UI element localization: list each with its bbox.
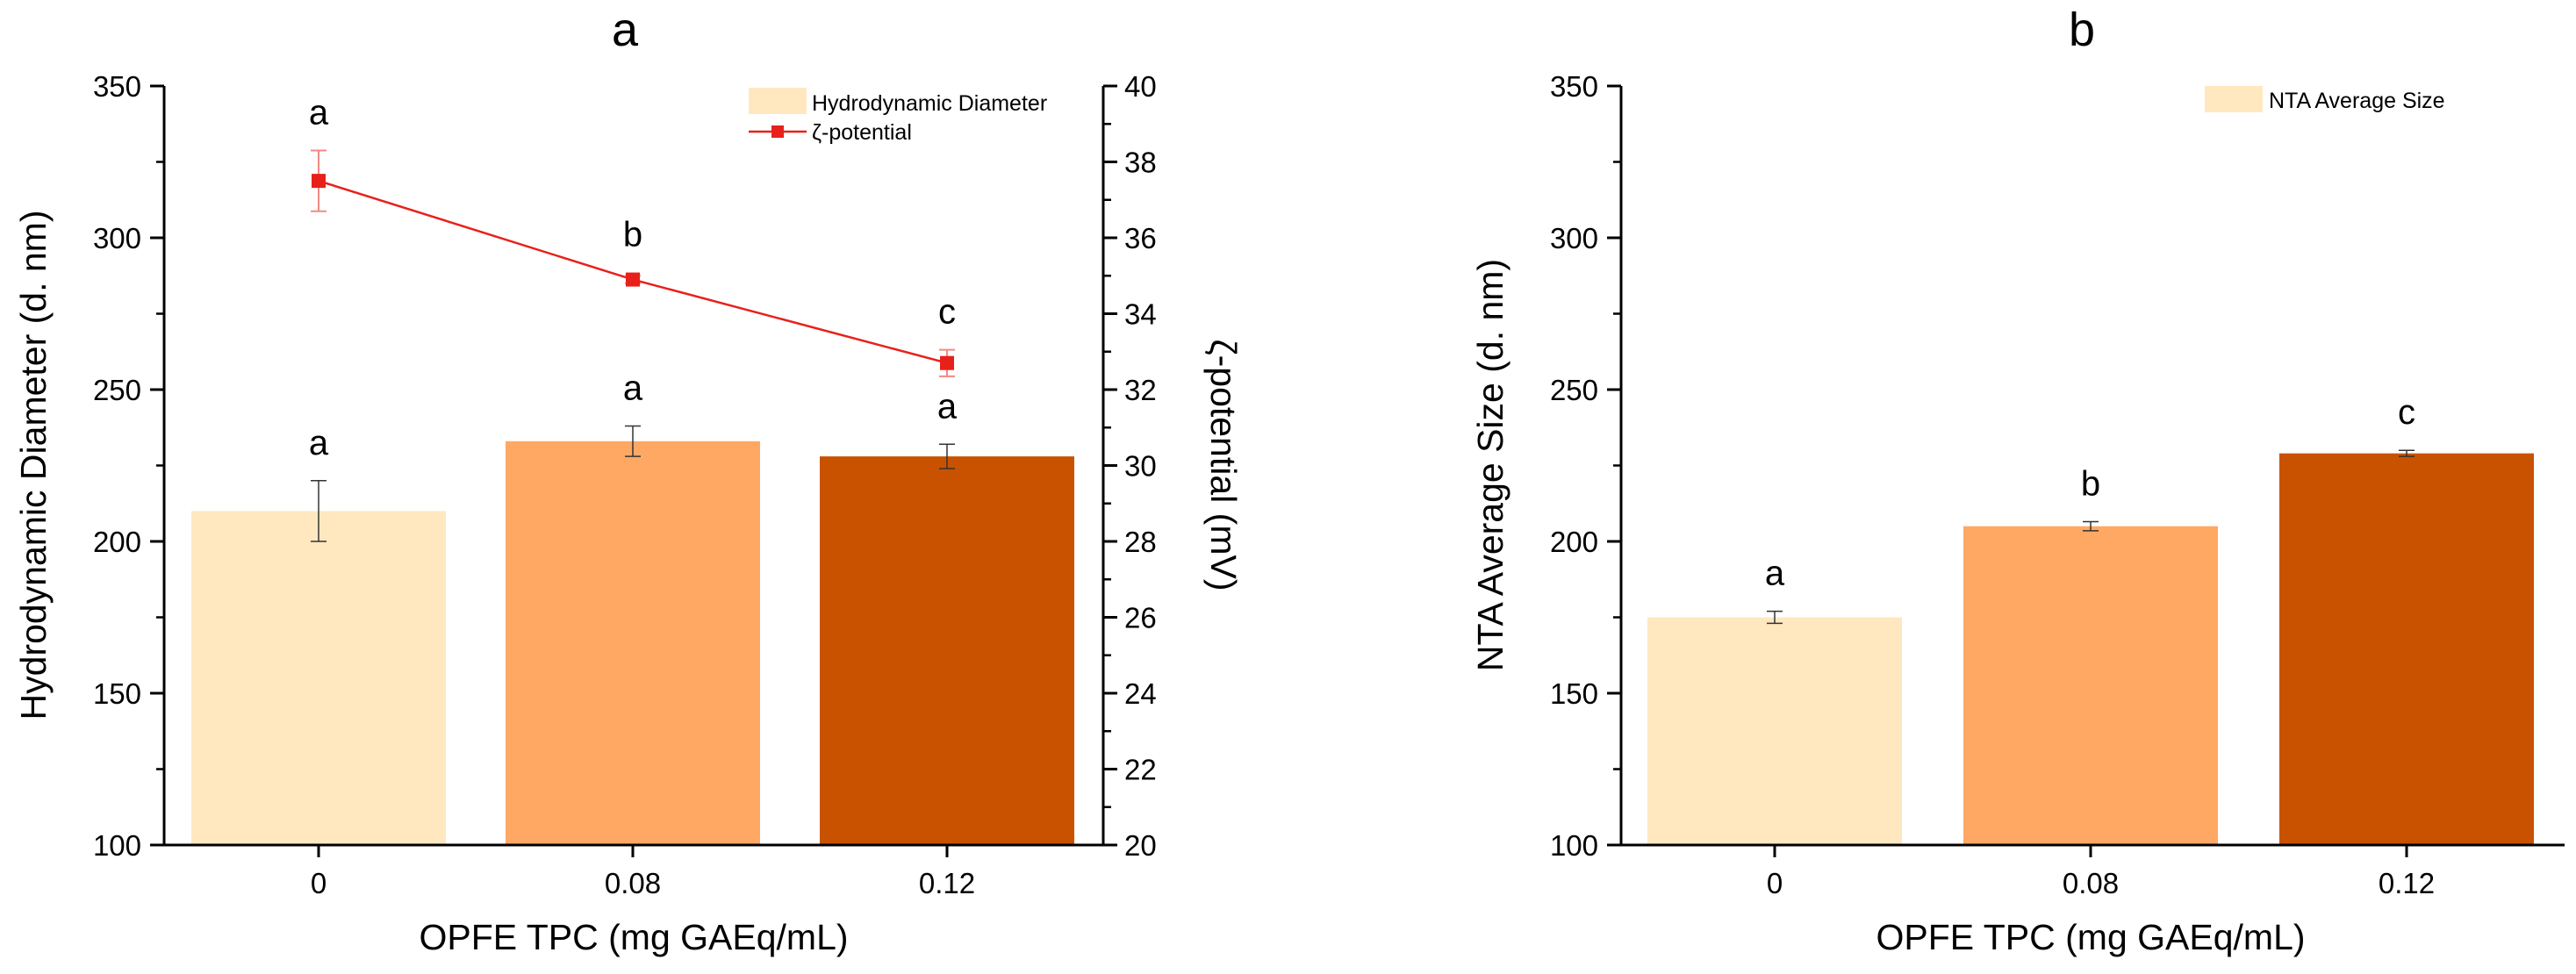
panel-b-x-axis-title: OPFE TPC (mg GAEq/mL) (1876, 917, 2305, 957)
panel-b-xtick-label: 0 (1767, 867, 1783, 899)
panel-b-bar (1963, 526, 2218, 844)
legend-label-hydrodynamic: Hydrodynamic Diameter (812, 91, 1047, 116)
panel-a-y2tick-label: 32 (1124, 374, 1157, 406)
panel-b-legend: NTA Average Size (2205, 86, 2445, 113)
panel-b-label: b (2069, 4, 2095, 56)
panel-a-label: a (612, 4, 639, 56)
panel-a-ytick-label: 150 (93, 677, 141, 710)
panel-b-ytick-label: 300 (1550, 222, 1598, 254)
panel-a-ytick-label: 300 (93, 222, 141, 254)
panel-a-ytick-label: 350 (93, 70, 141, 103)
legend-swatch-nta (2205, 86, 2263, 112)
legend-label-nta: NTA Average Size (2269, 89, 2445, 113)
panel-a-y2tick-label: 40 (1124, 70, 1157, 103)
panel-b-bar (2279, 453, 2534, 844)
panel-a-bar-sig-letter: a (623, 369, 643, 408)
panel-a-y2tick-label: 38 (1124, 147, 1157, 179)
panel-b-ytick-label: 150 (1550, 677, 1598, 710)
panel-b-ytick-label: 350 (1550, 70, 1598, 103)
panel-a-bar-sig-letter: a (937, 387, 958, 426)
panel-a-xtick-label: 0 (311, 867, 326, 899)
panel-b-bar-sig-letter: c (2398, 393, 2415, 432)
panel-a-bar (191, 511, 446, 844)
zeta-point (626, 272, 640, 287)
panel-a-y2tick-label: 24 (1124, 677, 1157, 710)
panel-a-y-axis-title: Hydrodynamic Diameter (d. nm) (13, 211, 54, 720)
chart-marks: 100 150 200 250 300 350 20 22 24 26 28 30 32 34 36 38 40… (93, 70, 2534, 899)
panel-b-ytick-label: 250 (1550, 374, 1598, 406)
panel-a-bar (820, 456, 1074, 844)
panel-a-y2tick-label: 30 (1124, 450, 1157, 483)
panel-b-bar (1647, 617, 1902, 844)
zeta-point (940, 355, 954, 370)
panel-a-y2tick-label: 36 (1124, 222, 1157, 254)
legend-marker-zeta (771, 125, 784, 138)
legend-swatch-hydrodynamic (749, 88, 807, 114)
panel-a-ytick-label: 100 (93, 829, 141, 862)
panel-a-xtick-label: 0.08 (605, 867, 661, 899)
panel-a-bar (506, 440, 760, 844)
panel-a-bar-sig-letter: a (309, 424, 329, 462)
panel-b-xtick-label: 0.08 (2063, 867, 2119, 899)
panel-a-x-axis-title: OPFE TPC (mg GAEq/mL) (419, 917, 848, 957)
panel-a-ytick-label: 200 (93, 526, 141, 558)
panel-b-y-axis-title: NTA Average Size (d. nm) (1470, 259, 1510, 671)
panel-b-ytick-label: 100 (1550, 829, 1598, 862)
panel-a-y2-axis-title: ζ-potential (mV) (1203, 340, 1244, 591)
zeta-sig-letter: a (309, 94, 329, 132)
panel-a-legend: Hydrodynamic Diameter ζ-potential (749, 88, 1047, 145)
zeta-point (312, 174, 326, 189)
zeta-sig-letter: c (938, 293, 956, 332)
panel-a-y2tick-label: 20 (1124, 829, 1157, 862)
zeta-sig-letter: b (623, 216, 642, 254)
panel-a-y2tick-label: 26 (1124, 602, 1157, 634)
panel-a: a OPFE TPC (mg GAEq/mL) Hydrodynamic Dia… (13, 4, 1244, 957)
panel-b-bar-sig-letter: b (2081, 465, 2100, 504)
panel-a-y2tick-label: 22 (1124, 754, 1157, 786)
panel-a-y2tick-label: 28 (1124, 526, 1157, 558)
legend-label-zeta: ζ-potential (812, 120, 912, 145)
panel-b-ytick-label: 200 (1550, 526, 1598, 558)
panel-b-bar-sig-letter: a (1765, 555, 1785, 593)
panel-b-xtick-label: 0.12 (2379, 867, 2435, 899)
panel-a-ytick-label: 250 (93, 374, 141, 406)
zeta-potential-line (318, 179, 948, 364)
panel-a-xtick-label: 0.12 (919, 867, 975, 899)
panel-a-y2tick-label: 34 (1124, 298, 1157, 331)
